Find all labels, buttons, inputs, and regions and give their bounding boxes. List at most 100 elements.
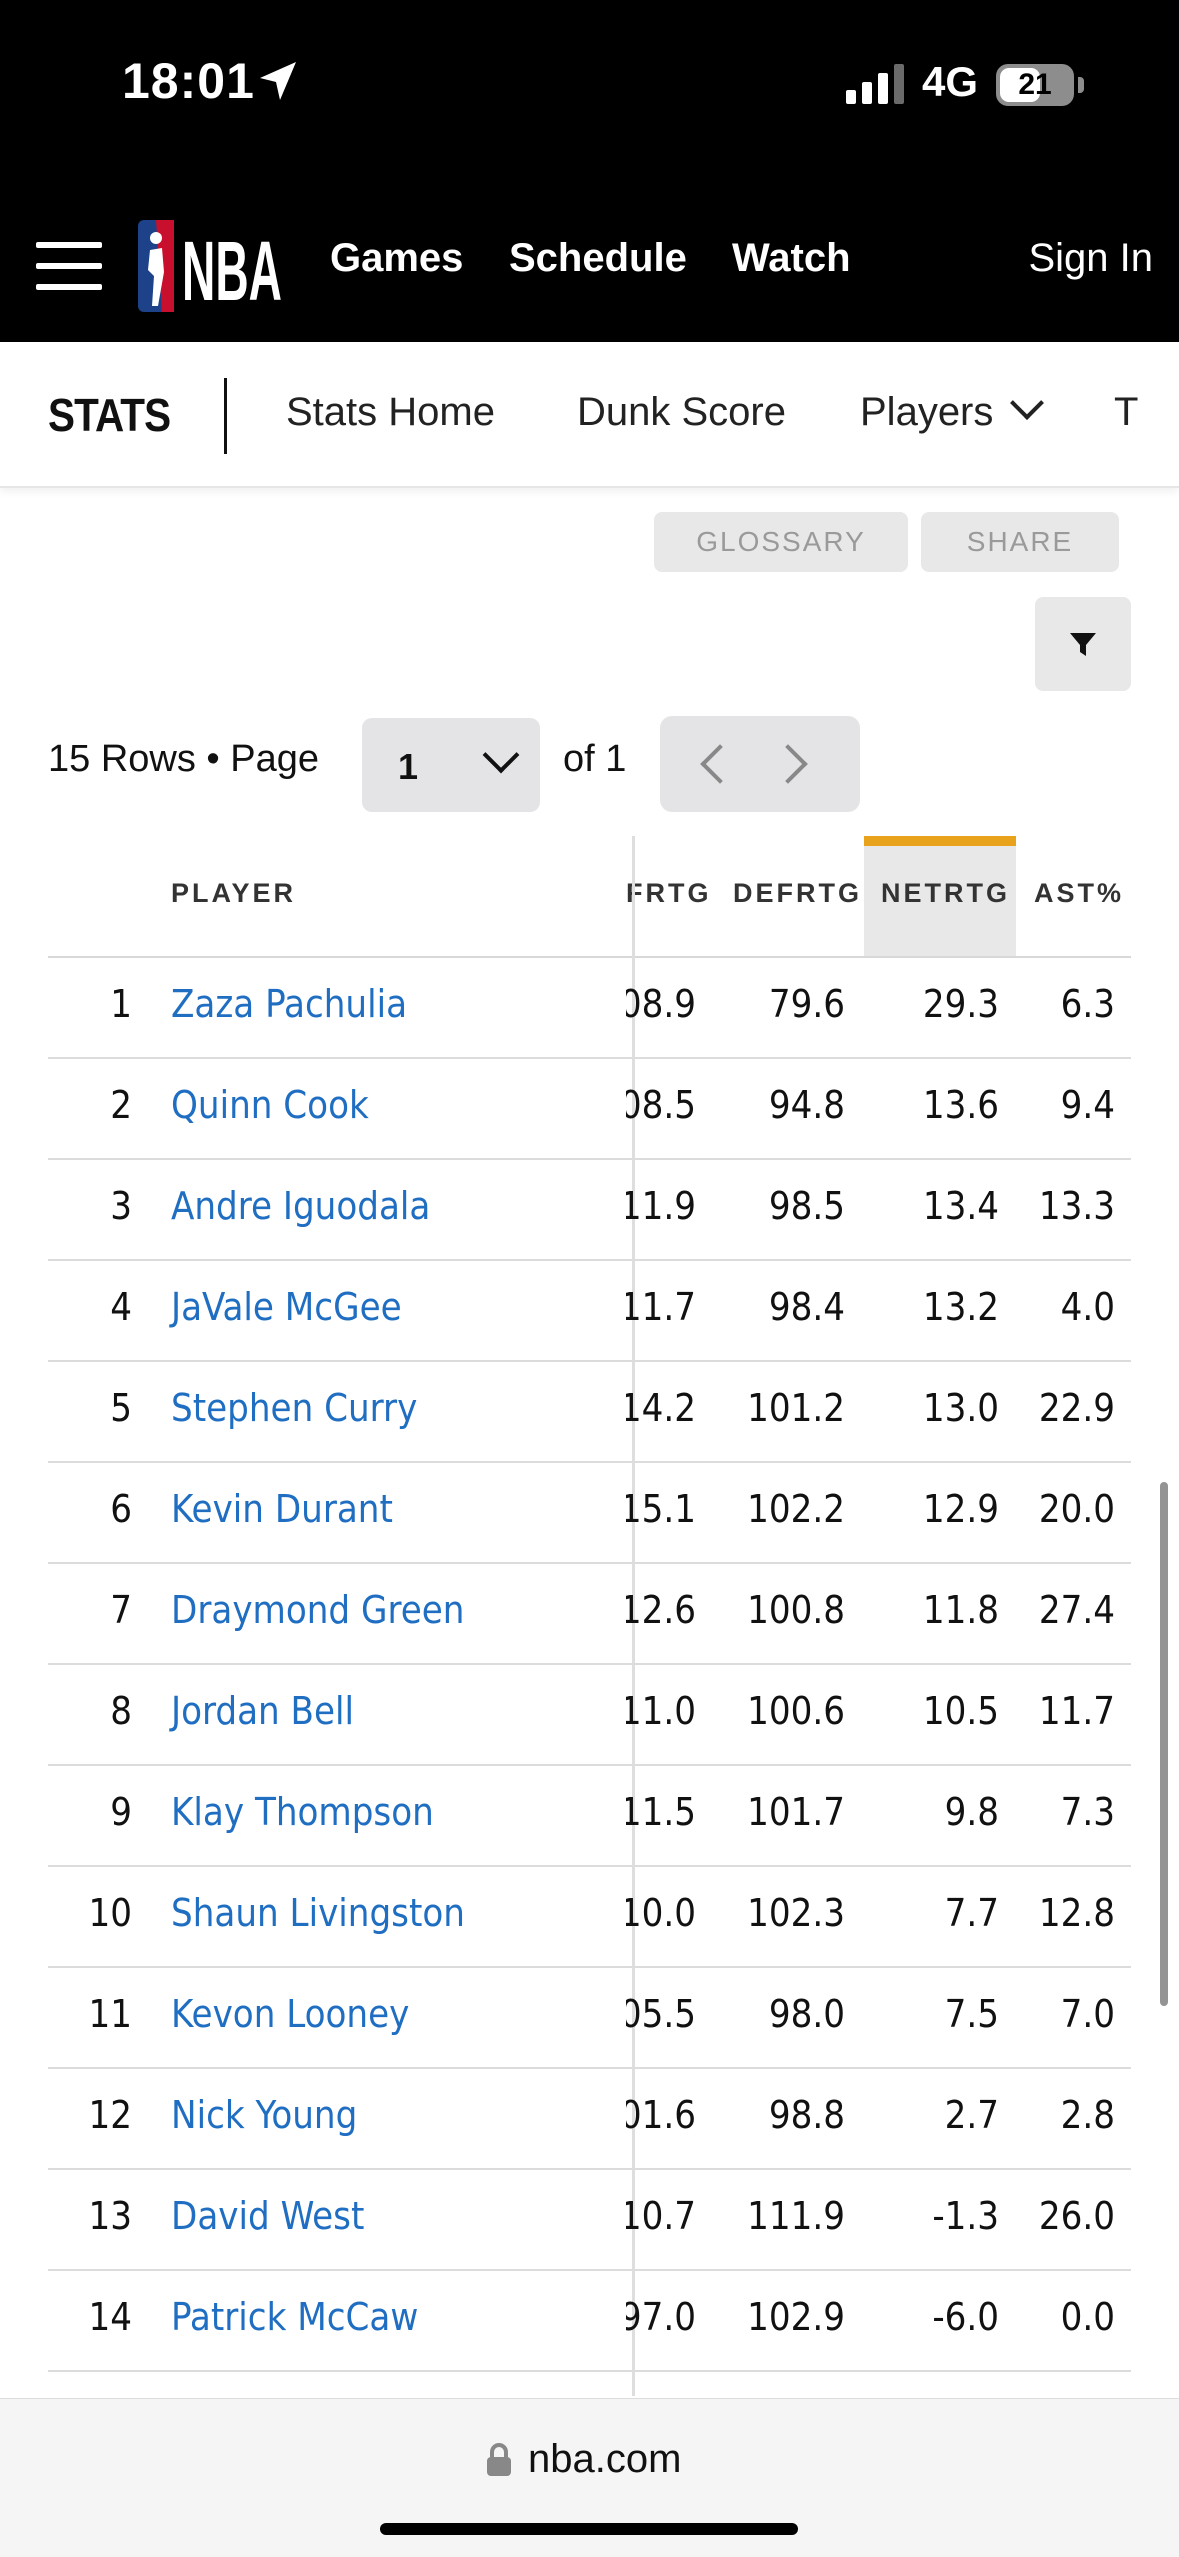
player-link[interactable]: Stephen Curry [171,1386,418,1430]
table-row[interactable]: 5 Stephen Curry 114.2 101.2 13.0 22.9 [0,1362,1179,1463]
offrtg-cell: 110.7 [626,2194,696,2238]
home-indicator[interactable] [380,2523,798,2535]
ast-pct-cell: 26.0 [1038,2194,1115,2238]
subnav-dunk-score[interactable]: Dunk Score [577,390,786,434]
rank-cell: 1 [110,982,132,1026]
ast-pct-cell: 11.7 [1038,1689,1115,1733]
player-link[interactable]: Kevon Looney [171,1992,410,2036]
ast-pct-cell: 20.0 [1038,1487,1115,1531]
table-row[interactable]: 3 Andre Iguodala 111.9 98.5 13.4 13.3 [0,1160,1179,1261]
table-row[interactable]: 6 Kevin Durant 115.1 102.2 12.9 20.0 [0,1463,1179,1564]
ast-pct-cell: 4.0 [1060,1285,1115,1329]
table-row[interactable]: 11 Kevon Looney 105.5 98.0 7.5 7.0 [0,1968,1179,2069]
stats-brand[interactable]: STATS [48,389,171,441]
filter-button[interactable] [1035,597,1131,691]
defrtg-cell: 102.3 [747,1891,845,1935]
th-offrtg[interactable]: FRTG [626,878,712,908]
chevron-right-icon[interactable] [768,744,808,784]
nav-watch[interactable]: Watch [732,236,851,280]
offrtg-cell: 110.0 [626,1891,696,1935]
defrtg-cell: 102.9 [747,2295,845,2339]
ast-pct-cell: 9.4 [1060,1083,1115,1127]
rank-cell: 4 [110,1285,132,1329]
netrtg-cell: 13.0 [922,1386,999,1430]
rank-cell: 13 [88,2194,133,2238]
th-defrtg[interactable]: DEFRTG [733,878,862,908]
player-link[interactable]: Jordan Bell [171,1689,355,1733]
player-link[interactable]: David West [171,2194,365,2238]
nav-schedule[interactable]: Schedule [509,236,687,280]
browser-address-bar: nba.com [0,2398,1179,2557]
offrtg-cell: 112.6 [626,1588,696,1632]
menu-icon[interactable] [36,242,102,292]
player-link[interactable]: Andre Iguodala [171,1184,431,1228]
defrtg-cell: 101.7 [747,1790,845,1834]
subnav-teams-truncated[interactable]: T [1114,390,1139,434]
table-row[interactable]: 14 Patrick McCaw 97.0 102.9 -6.0 0.0 [0,2271,1179,2372]
netrtg-cell: 7.7 [944,1891,999,1935]
defrtg-cell: 111.9 [747,2194,845,2238]
player-link[interactable]: Patrick McCaw [171,2295,419,2339]
rows-page-label: 15 Rows • Page [48,738,320,780]
ast-pct-cell: 27.4 [1038,1588,1115,1632]
stats-table-body: 1 Zaza Pachulia 108.9 79.6 29.3 6.3 2 Quinn Co… [0,958,1179,2372]
table-row[interactable]: 8 Jordan Bell 111.0 100.6 10.5 11.7 [0,1665,1179,1766]
offrtg-cell: 114.2 [626,1386,696,1430]
rank-cell: 3 [110,1184,132,1228]
table-row[interactable]: 9 Klay Thompson 111.5 101.7 9.8 7.3 [0,1766,1179,1867]
netrtg-cell: 9.8 [944,1790,999,1834]
chevron-down-icon [482,736,520,774]
ast-pct-cell: 2.8 [1060,2093,1115,2137]
player-link[interactable]: Kevin Durant [171,1487,393,1531]
network-type: 4G [922,58,979,105]
offrtg-cell: 111.7 [626,1285,696,1329]
netrtg-cell: 13.6 [922,1083,999,1127]
page-select[interactable]: 1 [362,718,540,812]
page-scrollbar[interactable] [1160,1482,1168,2006]
netrtg-sorted-header-bg [864,836,1016,956]
player-link[interactable]: Zaza Pachulia [171,982,408,1026]
offrtg-cell: 108.5 [626,1083,696,1127]
subnav-players[interactable]: Players [860,386,1045,435]
offrtg-cell: 115.1 [626,1487,696,1531]
player-link[interactable]: Klay Thompson [171,1790,434,1834]
defrtg-cell: 98.5 [768,1184,845,1228]
battery-level: 21 [1018,68,1052,101]
rank-cell: 11 [88,1992,133,2036]
ast-pct-cell: 0.0 [1060,2295,1115,2339]
player-link[interactable]: Shaun Livingston [171,1891,465,1935]
chevron-left-icon[interactable] [700,744,740,784]
th-netrtg[interactable]: NETRTG [881,878,1010,908]
table-row[interactable]: 1 Zaza Pachulia 108.9 79.6 29.3 6.3 [0,958,1179,1059]
ast-pct-cell: 12.8 [1038,1891,1115,1935]
site-header: NBA Games Schedule Watch Sign In [0,190,1179,342]
table-row[interactable]: 13 David West 110.7 111.9 -1.3 26.0 [0,2170,1179,2271]
nba-logo[interactable]: NBA [136,216,286,321]
defrtg-cell: 102.2 [747,1487,845,1531]
player-link[interactable]: Draymond Green [171,1588,465,1632]
sign-in-link[interactable]: Sign In [1028,236,1153,280]
share-button[interactable]: SHARE [921,512,1119,572]
table-row[interactable]: 7 Draymond Green 112.6 100.8 11.8 27.4 [0,1564,1179,1665]
table-row[interactable]: 10 Shaun Livingston 110.0 102.3 7.7 12.8 [0,1867,1179,1968]
player-link[interactable]: JaVale McGee [171,1285,402,1329]
table-row[interactable]: 2 Quinn Cook 108.5 94.8 13.6 9.4 [0,1059,1179,1160]
subnav-stats-home[interactable]: Stats Home [286,390,495,434]
defrtg-cell: 98.0 [768,1992,845,2036]
table-row[interactable]: 12 Nick Young 101.6 98.8 2.7 2.8 [0,2069,1179,2170]
glossary-button[interactable]: GLOSSARY [654,512,908,572]
page-total-label: of 1 [563,738,627,780]
th-player[interactable]: PLAYER [171,878,297,908]
player-link[interactable]: Nick Young [171,2093,358,2137]
nav-games[interactable]: Games [330,236,464,280]
rank-cell: 10 [88,1891,133,1935]
player-link[interactable]: Quinn Cook [171,1083,369,1127]
th-ast-pct[interactable]: AST% [1034,878,1125,908]
table-row[interactable]: 4 JaVale McGee 111.7 98.4 13.2 4.0 [0,1261,1179,1362]
netrtg-cell: -6.0 [932,2295,999,2339]
rank-cell: 5 [110,1386,132,1430]
subnav-players-label: Players [860,390,994,434]
frozen-column-divider [632,836,635,2396]
status-bar: 18:01 4G 21 [0,0,1179,190]
url-text[interactable]: nba.com [528,2437,682,2481]
